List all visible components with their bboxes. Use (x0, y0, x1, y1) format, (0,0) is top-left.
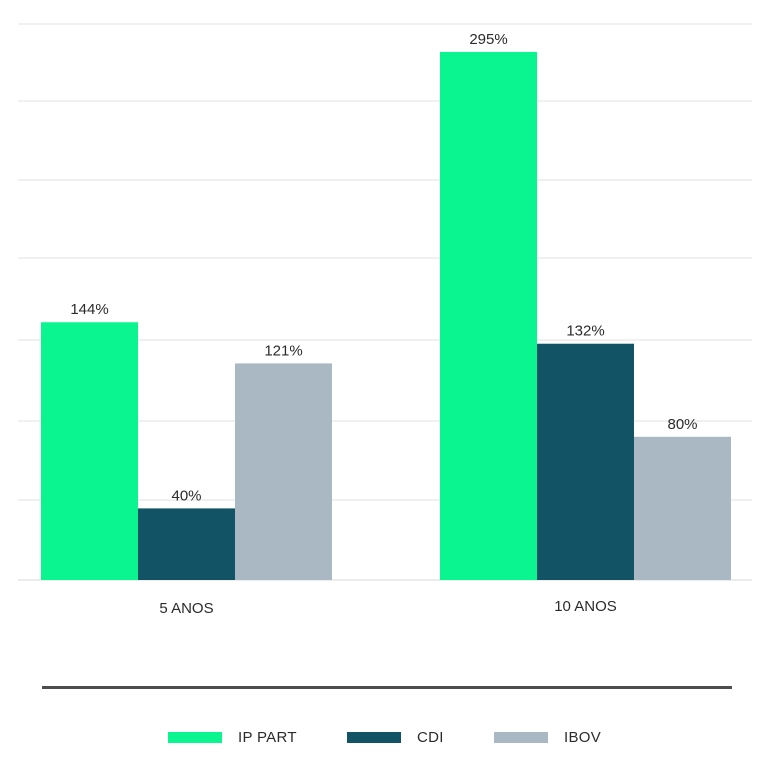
bar-ip-part-10-anos (440, 51, 537, 580)
legend-label-ibov: IBOV (564, 728, 602, 746)
legend-label-ip-part: IP PART (238, 728, 297, 746)
legend: IP PART CDI IBOV (0, 724, 768, 750)
legend-item-ibov: IBOV (494, 724, 601, 750)
bar-chart: 144% 40% 121% 295% 132% 80% 5 ANOS 10 ANOS (18, 23, 752, 617)
legend-item-ip-part: IP PART (168, 724, 297, 750)
grid-lines (18, 23, 752, 581)
bars (41, 51, 731, 580)
bar-cdi-5-anos (138, 508, 235, 580)
value-label-cdi-5-anos: 40% (171, 487, 201, 504)
value-label-cdi-10-anos: 132% (566, 323, 604, 340)
bar-ibov-5-anos (235, 363, 332, 580)
bar-ip-part-5-anos (41, 322, 138, 580)
legend-label-cdi: CDI (417, 728, 444, 746)
legend-divider (42, 686, 732, 689)
value-label-ip-part-10-anos: 295% (469, 31, 507, 48)
legend-swatch-cdi (347, 731, 401, 743)
value-label-ibov-10-anos: 80% (667, 416, 697, 433)
bar-cdi-10-anos (537, 343, 634, 580)
legend-item-cdi: CDI (347, 724, 444, 750)
legend-swatch-ip-part (168, 731, 222, 743)
bar-ibov-10-anos (634, 436, 731, 580)
category-label-5-anos: 5 ANOS (159, 600, 213, 617)
value-label-ibov-5-anos: 121% (264, 342, 302, 359)
legend-swatch-ibov (494, 731, 548, 743)
value-label-ip-part-5-anos: 144% (70, 301, 108, 318)
category-label-10-anos: 10 ANOS (554, 598, 617, 615)
value-labels: 144% 40% 121% 295% 132% 80% (70, 31, 697, 504)
category-labels: 5 ANOS 10 ANOS (159, 598, 616, 617)
